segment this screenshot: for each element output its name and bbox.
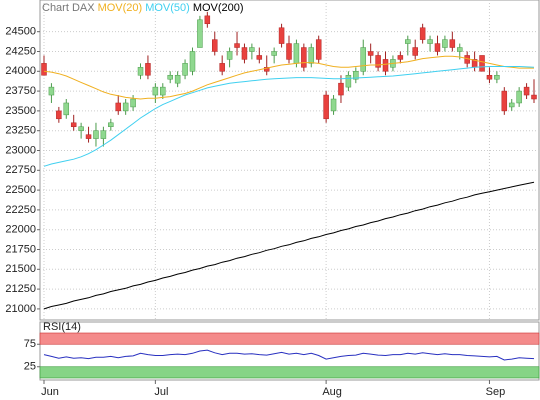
- candle-body: [249, 47, 255, 52]
- candle-body: [63, 102, 70, 116]
- rsi-title: RSI(14): [43, 321, 81, 333]
- moving-average-line: [43, 55, 534, 100]
- rsi-line: [43, 349, 535, 361]
- candle-body: [382, 59, 389, 72]
- candle-body: [419, 27, 426, 40]
- oversold-band: [39, 366, 540, 379]
- candle-body: [263, 67, 270, 72]
- candle-body: [189, 51, 196, 72]
- y-tick-label: 24250: [5, 45, 36, 57]
- candle-body: [174, 74, 181, 84]
- y-tick-label: 75: [24, 338, 36, 350]
- candle-body: [226, 51, 233, 60]
- candle-body: [241, 47, 248, 60]
- candle-body: [308, 47, 315, 64]
- y-tick-label: 22500: [5, 184, 36, 196]
- candle-body: [278, 27, 285, 44]
- legend-entry: MOV(50): [145, 2, 190, 14]
- moving-average-line: [43, 181, 535, 310]
- x-tick-label: Aug: [322, 386, 342, 398]
- y-tick-label: 23500: [5, 105, 36, 117]
- candle-body: [271, 51, 277, 56]
- candle-body: [301, 47, 307, 68]
- candle-body: [449, 39, 456, 48]
- candle-body: [434, 43, 441, 52]
- candle-body: [397, 55, 404, 60]
- candle-body: [100, 130, 107, 139]
- candle-body: [405, 39, 411, 44]
- y-tick-label: 23750: [5, 85, 36, 97]
- chart-title: Chart DAX: [42, 2, 95, 14]
- candle-body: [48, 86, 55, 96]
- candle-body: [115, 102, 121, 112]
- x-tick-label: Sep: [486, 386, 506, 398]
- candle-body: [56, 110, 62, 120]
- overbought-band: [39, 332, 540, 345]
- candle-body: [330, 98, 337, 112]
- y-tick-label: 24500: [5, 26, 36, 38]
- candle-body: [457, 47, 463, 52]
- candle-body: [122, 102, 129, 112]
- candle-body: [137, 67, 144, 76]
- y-tick-label: 22000: [5, 224, 36, 236]
- candle-body: [152, 86, 159, 96]
- candle-body: [108, 122, 114, 127]
- x-tick-label: Jun: [41, 386, 59, 398]
- y-tick-label: 21250: [5, 283, 36, 295]
- candle-body: [367, 51, 374, 56]
- candle-body: [508, 102, 515, 108]
- candle-body: [516, 90, 522, 104]
- candle-body: [531, 94, 537, 100]
- candle-body: [204, 15, 211, 25]
- candle-body: [293, 43, 300, 64]
- candle-body: [315, 39, 322, 60]
- candle-body: [479, 55, 485, 72]
- candle-body: [41, 63, 47, 76]
- candle-body: [130, 98, 136, 108]
- candle-body: [167, 74, 173, 80]
- candle-body: [353, 71, 359, 80]
- candle-body: [197, 19, 203, 48]
- y-tick-label: 23000: [5, 144, 36, 156]
- candle-body: [442, 39, 448, 48]
- candle-body: [494, 74, 500, 80]
- candle-body: [70, 122, 77, 127]
- y-tick-label: 25: [24, 361, 36, 373]
- candle-body: [338, 82, 344, 96]
- candle-body: [212, 39, 218, 52]
- x-tick-label: Jul: [154, 386, 168, 398]
- y-tick-label: 22750: [5, 164, 36, 176]
- candle-body: [501, 90, 508, 112]
- candle-body: [160, 86, 166, 96]
- candle-body: [182, 63, 188, 76]
- candle-body: [93, 130, 99, 139]
- y-tick-label: 21750: [5, 243, 36, 255]
- moving-average-line: [43, 66, 535, 167]
- candle-body: [78, 126, 84, 131]
- y-tick-label: 22250: [5, 204, 36, 216]
- candle-body: [234, 43, 240, 48]
- candle-body: [286, 43, 292, 60]
- y-tick-label: 23250: [5, 125, 36, 137]
- candle-body: [375, 55, 381, 68]
- candle-body: [360, 47, 366, 72]
- y-tick-label: 24000: [5, 65, 36, 77]
- y-tick-label: 21000: [5, 303, 36, 315]
- legend-entry: MOV(200): [193, 2, 244, 14]
- candle-body: [256, 55, 263, 60]
- legend-entry: MOV(20): [98, 2, 143, 14]
- y-tick-label: 21500: [5, 263, 36, 275]
- candle-body: [85, 134, 92, 139]
- candle-body: [523, 86, 530, 96]
- candle-body: [486, 74, 493, 80]
- candle-body: [323, 94, 329, 120]
- candle-body: [412, 47, 418, 56]
- candle-body: [145, 63, 151, 76]
- candle-body: [345, 74, 352, 88]
- candle-body: [219, 63, 225, 72]
- candle-body: [427, 39, 433, 44]
